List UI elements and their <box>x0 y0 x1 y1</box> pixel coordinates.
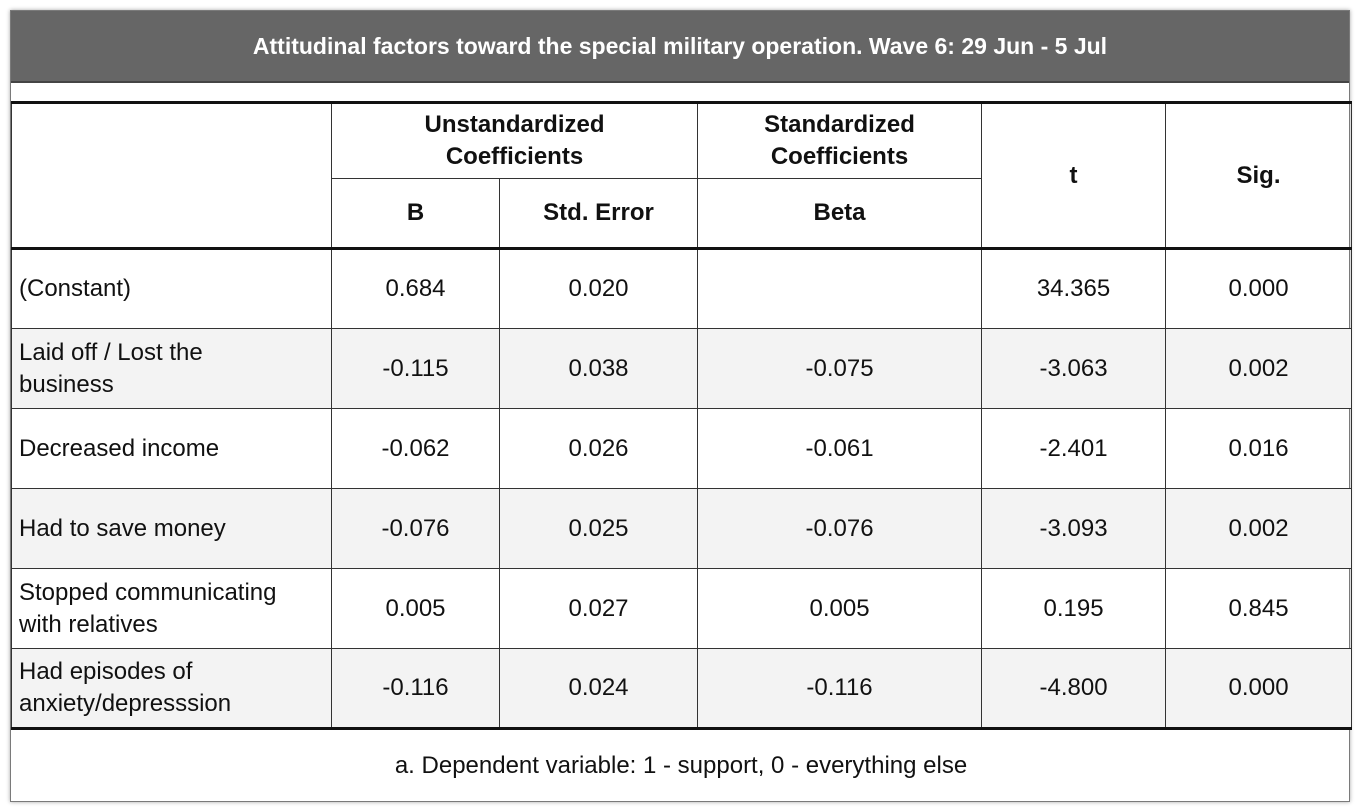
cell-b: -0.062 <box>331 408 500 489</box>
cell-beta: -0.116 <box>697 648 983 730</box>
table-footnote: a. Dependent variable: 1 - support, 0 - … <box>394 752 968 779</box>
header-standardized: Standardized Coefficients <box>697 101 983 179</box>
cell-sig: 0.000 <box>1165 648 1353 730</box>
cell-std-error: 0.025 <box>498 488 699 569</box>
cell-std-error: 0.020 <box>498 248 699 329</box>
cell-sig: 0.002 <box>1165 328 1353 409</box>
cell-beta: -0.075 <box>697 328 983 409</box>
cell-sig: 0.016 <box>1165 408 1353 489</box>
cell-std-error: 0.027 <box>498 568 699 649</box>
cell-t: 0.195 <box>981 568 1167 649</box>
header-unstandardized: Unstandardized Coefficients <box>330 101 699 179</box>
cell-t: -3.063 <box>981 328 1167 409</box>
header-empty-cell <box>11 101 332 250</box>
table-row: Had episodes of anxiety/depresssion -0.1… <box>11 648 1353 730</box>
cell-beta: 0.005 <box>697 568 983 649</box>
table-row: Laid off / Lost the business -0.115 0.03… <box>11 328 1353 409</box>
table-row: Had to save money -0.076 0.025 -0.076 -3… <box>11 488 1353 569</box>
cell-std-error: 0.024 <box>498 648 699 730</box>
table-row: Stopped communicating with relatives 0.0… <box>11 568 1353 649</box>
row-label: Had to save money <box>11 488 332 569</box>
row-label: Decreased income <box>11 408 332 489</box>
cell-t: 34.365 <box>981 248 1167 329</box>
cell-sig: 0.845 <box>1165 568 1353 649</box>
table-row: Decreased income -0.062 0.026 -0.061 -2.… <box>11 408 1353 489</box>
header-t: t <box>981 101 1167 250</box>
row-label: Had episodes of anxiety/depresssion <box>11 648 332 730</box>
cell-b: -0.076 <box>331 488 500 569</box>
header-std-error: Std. Error <box>498 178 699 250</box>
table-card: Attitudinal factors toward the special m… <box>10 10 1353 802</box>
cell-sig: 0.002 <box>1165 488 1353 569</box>
table-title: Attitudinal factors toward the special m… <box>11 11 1349 83</box>
cell-sig: 0.000 <box>1165 248 1353 329</box>
cell-std-error: 0.026 <box>498 408 699 489</box>
cell-t: -4.800 <box>981 648 1167 730</box>
header-b: B <box>331 178 500 250</box>
cell-b: 0.684 <box>331 248 500 329</box>
header-row-2: B Std. Error Beta <box>12 178 1352 250</box>
row-label: (Constant) <box>11 248 332 329</box>
row-label: Stopped communicating with relatives <box>11 568 332 649</box>
cell-beta: -0.061 <box>697 408 983 489</box>
cell-std-error: 0.038 <box>498 328 699 409</box>
cell-b: -0.115 <box>331 328 500 409</box>
header-beta: Beta <box>697 178 983 250</box>
header-row-1: Unstandardized Coefficients Standardized… <box>11 101 1353 250</box>
cell-beta <box>697 248 983 329</box>
header-sig: Sig. <box>1165 101 1353 250</box>
cell-b: 0.005 <box>331 568 500 649</box>
cell-b: -0.116 <box>331 648 500 730</box>
row-label: Laid off / Lost the business <box>11 328 332 409</box>
cell-t: -3.093 <box>981 488 1167 569</box>
table-row: (Constant) 0.684 0.020 34.365 0.000 <box>11 248 1353 329</box>
cell-t: -2.401 <box>981 408 1167 489</box>
regression-table: Unstandardized Coefficients Standardized… <box>11 101 1353 730</box>
cell-beta: -0.076 <box>697 488 983 569</box>
